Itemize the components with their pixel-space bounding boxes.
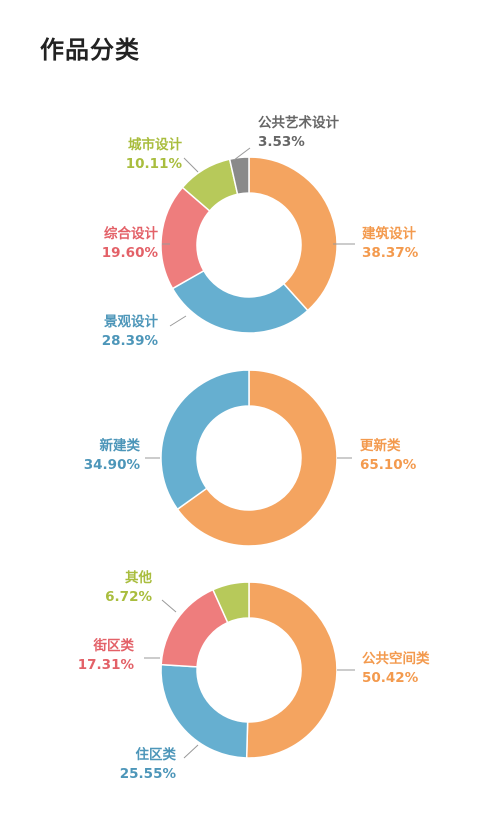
slice-label: 住区类 xyxy=(136,746,177,763)
slice-value-label: 10.11% xyxy=(126,156,183,172)
slice-value-label: 65.10% xyxy=(360,457,417,473)
slice-label: 综合设计 xyxy=(104,225,158,242)
slice-value-label: 3.53% xyxy=(258,134,305,150)
slice-label: 公共艺术设计 xyxy=(258,114,339,131)
slice-label: 景观设计 xyxy=(104,313,158,330)
donut-slice xyxy=(248,156,338,312)
slice-value-label: 19.60% xyxy=(102,245,159,261)
slice-label: 其他 xyxy=(125,569,152,586)
donut-slice xyxy=(211,581,250,624)
donut-slice xyxy=(176,369,338,547)
donut-slice xyxy=(160,663,249,759)
donut-chart-1: 建筑设计 38.37% 景观设计 28.39% 综合设计 19.60% 城市设计 10.11%… xyxy=(102,114,419,349)
page-title: 作品分类 xyxy=(40,36,140,64)
leader-line xyxy=(183,744,199,759)
slice-label: 建筑设计 xyxy=(361,225,416,242)
slice-label: 街区类 xyxy=(93,637,135,654)
donut-slice xyxy=(245,581,338,759)
donut-slice xyxy=(160,369,250,511)
slice-label: 城市设计 xyxy=(128,136,182,153)
donut-slice xyxy=(171,269,309,334)
slice-value-label: 6.72% xyxy=(105,589,152,605)
slice-label: 新建类 xyxy=(100,437,141,454)
slice-label: 更新类 xyxy=(360,437,401,454)
slice-value-label: 50.42% xyxy=(362,670,419,686)
slice-value-label: 38.37% xyxy=(362,245,419,261)
slice-value-label: 17.31% xyxy=(78,657,135,673)
slice-value-label: 28.39% xyxy=(102,333,159,349)
leader-line xyxy=(169,315,187,327)
leader-line xyxy=(183,157,199,173)
leader-line xyxy=(161,599,177,613)
slice-label: 公共空间类 xyxy=(362,650,430,667)
slice-value-label: 34.90% xyxy=(84,457,141,473)
donut-chart-3: 公共空间类 50.42% 住区类 25.55% 街区类 17.31% 其他 6.72% xyxy=(78,569,430,782)
slice-value-label: 25.55% xyxy=(120,766,177,782)
donut-chart-2: 更新类 65.10% 新建类 34.90% xyxy=(84,369,417,547)
leader-line xyxy=(233,147,251,161)
